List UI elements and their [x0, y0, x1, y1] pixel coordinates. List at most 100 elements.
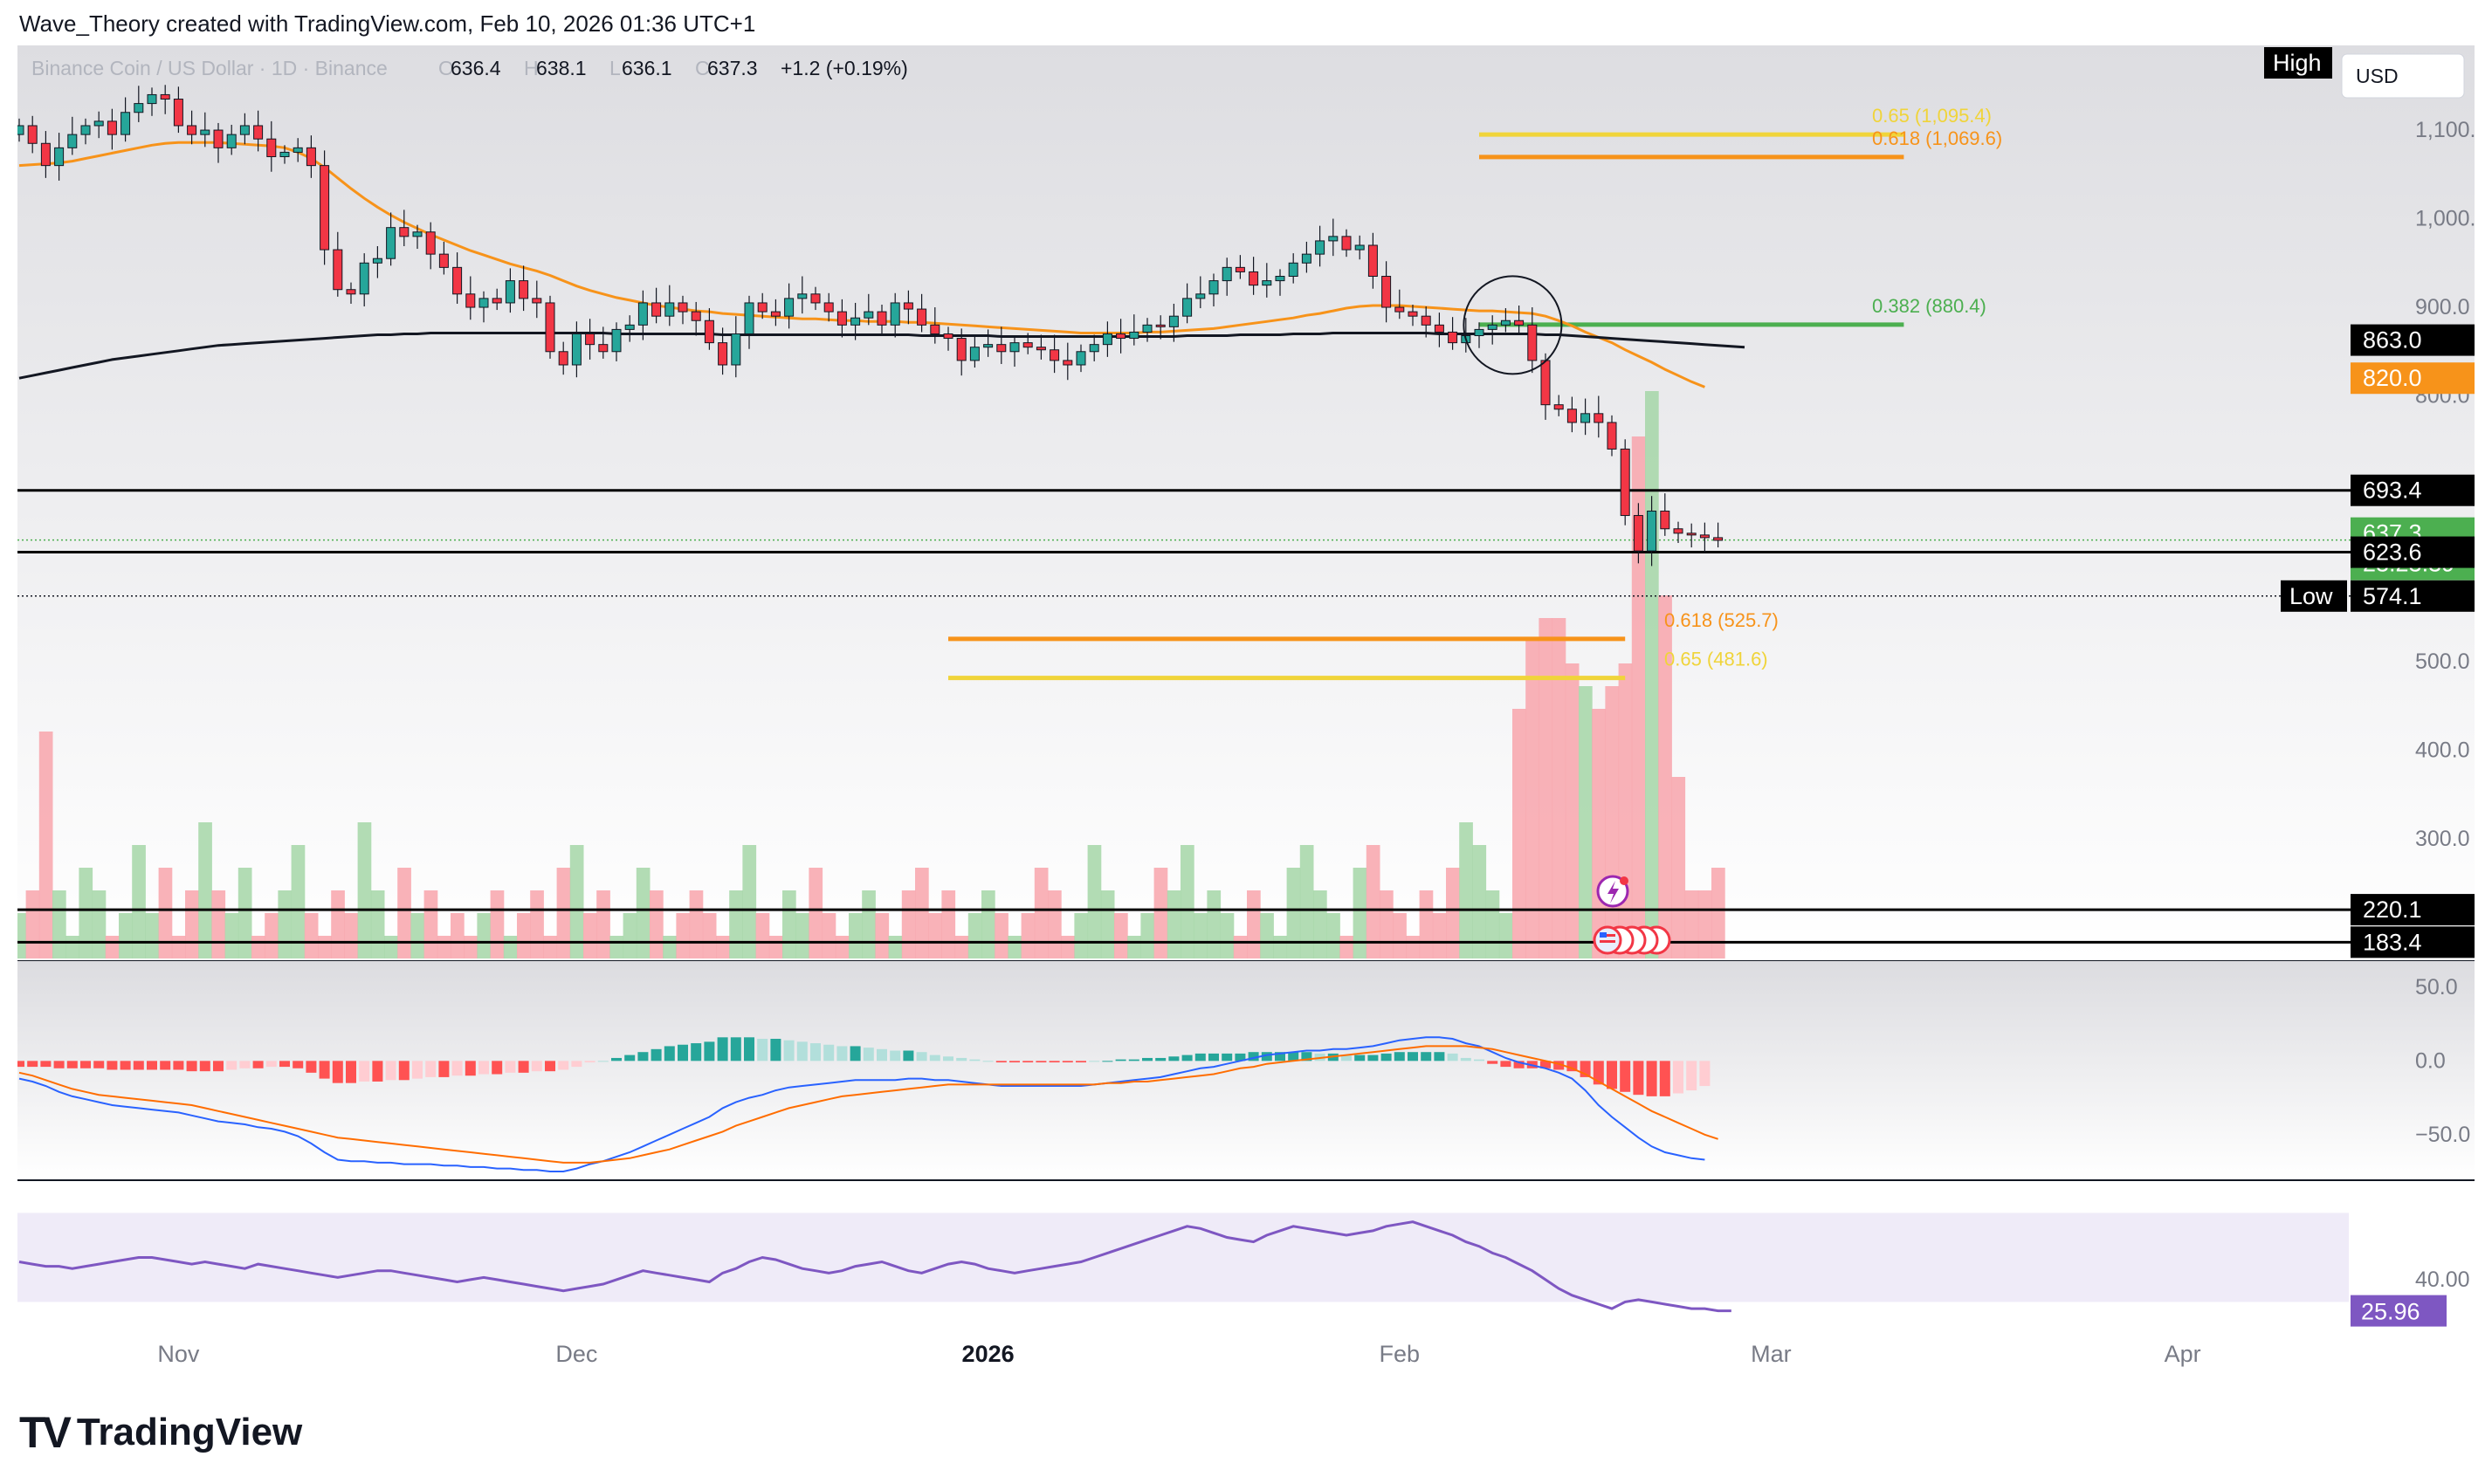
- volume-bar: [38, 732, 53, 958]
- candle-body: [956, 338, 967, 361]
- macd-histogram-bar: [1354, 1055, 1366, 1061]
- macd-histogram-bar: [1155, 1057, 1167, 1061]
- ohlc-value: 636.1: [622, 57, 672, 79]
- pane-divider: [17, 960, 2475, 961]
- macd-histogram-bar: [398, 1061, 410, 1081]
- volume-bar: [331, 890, 345, 958]
- candle-body: [1487, 324, 1497, 330]
- candle-body: [1102, 333, 1112, 346]
- volume-bar: [490, 890, 505, 958]
- volume-bar: [915, 868, 929, 958]
- candle-body: [917, 308, 927, 326]
- candle-body: [1168, 315, 1179, 327]
- volume-bar: [1021, 913, 1036, 958]
- volume-bar: [304, 913, 319, 958]
- macd-histogram-bar: [1128, 1059, 1139, 1061]
- volume-bar: [1579, 686, 1593, 958]
- volume-bar: [1153, 868, 1168, 958]
- volume-bar: [1034, 868, 1049, 958]
- volume-bar: [1100, 890, 1115, 958]
- candle-body: [320, 165, 330, 251]
- volume-bar: [583, 913, 597, 958]
- volume-bar: [1565, 663, 1580, 958]
- macd-histogram-bar: [107, 1061, 118, 1070]
- macd-histogram-bar: [173, 1061, 184, 1070]
- candle-body: [478, 298, 489, 308]
- volume-bar: [1286, 868, 1301, 958]
- macd-histogram-bar: [1500, 1061, 1511, 1068]
- macd-histogram-bar: [1620, 1061, 1631, 1092]
- event-us-flag-icons[interactable]: [1593, 925, 1671, 955]
- candle-body: [1076, 351, 1086, 366]
- macd-histogram-bar: [319, 1061, 330, 1079]
- price-pane-background: [17, 45, 2475, 960]
- low-tag-box: [2281, 580, 2347, 612]
- candle-body: [1633, 515, 1643, 552]
- macd-histogram-bar: [1367, 1055, 1379, 1061]
- brand-name: TradingView: [76, 1411, 303, 1453]
- candle-body: [1155, 324, 1166, 327]
- volume-bar: [1393, 913, 1407, 958]
- volume-bar: [782, 890, 796, 958]
- event-lightning-icon[interactable]: [1596, 875, 1629, 908]
- high-tag-text: High: [2273, 50, 2322, 76]
- price-label-box: [2351, 536, 2482, 568]
- macd-histogram-bar: [943, 1056, 953, 1061]
- volume-bar: [1684, 890, 1699, 958]
- price-chart[interactable]: 0.65 (1,095.4)0.618 (1,069.6) 0.382 (880.…: [12, 45, 2488, 1379]
- candle-body: [836, 311, 847, 326]
- currency-button[interactable]: [2341, 53, 2465, 99]
- volume-bar: [742, 845, 757, 958]
- volume-bar: [1167, 890, 1181, 958]
- volume-bar: [12, 913, 27, 958]
- volume-bar: [556, 868, 571, 958]
- price-label-box: [2351, 580, 2482, 612]
- price-axis-tick: 900.0: [2415, 295, 2470, 319]
- volume-bar: [65, 936, 79, 958]
- volume-bar: [92, 890, 107, 958]
- volume-bar: [211, 890, 226, 958]
- candle-body: [744, 302, 754, 334]
- volume-bar: [410, 913, 425, 958]
- candle-body: [1063, 360, 1073, 366]
- tradingview-brand[interactable]: TV TradingView: [19, 1407, 302, 1458]
- tradingview-logo-icon: TV: [19, 1408, 72, 1457]
- candle-body: [770, 311, 781, 317]
- macd-histogram-bar: [545, 1061, 555, 1072]
- candle-body: [1699, 534, 1710, 539]
- macd-histogram-bar: [956, 1057, 967, 1061]
- volume-bar: [477, 913, 492, 958]
- volume-bar: [119, 913, 133, 958]
- candle-body: [1354, 244, 1365, 251]
- macd-histogram-bar: [53, 1061, 65, 1068]
- time-axis-label: 2026: [962, 1341, 1015, 1367]
- candle-body: [611, 328, 622, 353]
- candle-body: [850, 317, 861, 326]
- macd-histogram-bar: [1421, 1052, 1432, 1061]
- macd-histogram-bar: [969, 1059, 981, 1061]
- price-label-box: [2351, 362, 2482, 395]
- macd-histogram-bar: [40, 1061, 52, 1068]
- volume-bar: [650, 890, 664, 958]
- macd-histogram-bar: [1408, 1052, 1418, 1061]
- macd-histogram-bar: [1646, 1061, 1657, 1096]
- macd-histogram-bar: [1487, 1061, 1498, 1064]
- volume-bar: [1459, 822, 1473, 958]
- ohlc-value: 638.1: [536, 57, 587, 79]
- candle-body: [678, 302, 688, 313]
- macd-histogram-bar: [877, 1048, 887, 1061]
- time-axis-label: Mar: [1751, 1341, 1792, 1367]
- macd-histogram-bar: [1036, 1061, 1047, 1063]
- candle-body: [1142, 324, 1153, 333]
- volume-bar: [1658, 595, 1672, 958]
- volume-bar: [676, 913, 691, 958]
- volume-bar: [609, 936, 624, 958]
- macd-histogram-bar: [850, 1046, 861, 1061]
- macd-histogram-bar: [346, 1061, 356, 1083]
- candle-body: [120, 112, 131, 135]
- macd-histogram-bar: [332, 1061, 343, 1083]
- volume-bar: [1631, 436, 1646, 958]
- macd-histogram-bar: [531, 1061, 542, 1072]
- volume-bar: [198, 822, 212, 958]
- macd-histogram-bar: [1049, 1061, 1060, 1063]
